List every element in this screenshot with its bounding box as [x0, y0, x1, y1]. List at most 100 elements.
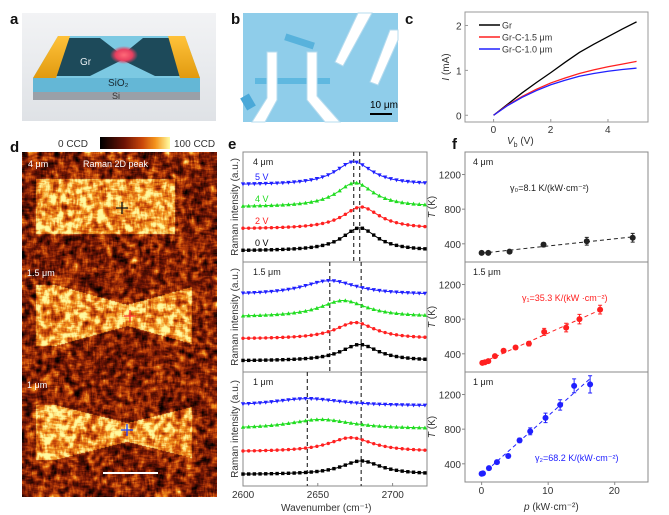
- triangle-up-marker: [303, 200, 308, 205]
- square-marker: [303, 470, 308, 475]
- square-marker: [275, 471, 279, 476]
- circle-marker: [258, 336, 262, 340]
- triangle-down-marker: [331, 399, 337, 404]
- square-marker: [423, 471, 427, 475]
- circle-marker: [349, 435, 353, 440]
- square-marker: [264, 472, 268, 476]
- triangle-up-marker: [365, 305, 371, 310]
- triangle-up-marker: [411, 201, 416, 206]
- iv-chart: Vb (V) I (mA) 0 2 4 0 1 2 Gr Gr-C-1.5 μm Gr-C-1.…: [441, 11, 649, 149]
- legend-label: Gr-C-1.0 μm: [502, 45, 552, 55]
- square-marker: [337, 237, 342, 241]
- triangle-down-marker: [274, 289, 280, 294]
- triangle-up-marker: [309, 307, 314, 312]
- triangle-up-marker: [354, 301, 359, 306]
- panel-label-d: d: [10, 139, 19, 156]
- circle-marker: [360, 205, 365, 209]
- triangle-down-marker: [297, 397, 303, 402]
- triangle-down-marker: [377, 288, 382, 293]
- circle-marker: [281, 225, 285, 230]
- triangle-down-marker: [286, 287, 291, 292]
- triangle-down-marker: [377, 402, 382, 407]
- triangle-down-marker: [246, 401, 251, 406]
- y-tick-label: 400: [444, 240, 461, 251]
- square-marker: [286, 247, 291, 251]
- triangle-up-marker: [360, 422, 365, 427]
- y-tick-label: 0: [456, 111, 462, 122]
- square-marker: [269, 248, 274, 252]
- triangle-down-marker: [314, 177, 320, 181]
- square-marker: [337, 465, 342, 469]
- triangle-down-marker: [365, 166, 371, 171]
- triangle-up-marker: [309, 417, 314, 422]
- triangle-down-marker: [422, 181, 428, 186]
- triangle-up-marker: [343, 184, 348, 189]
- triangle-up-marker: [269, 423, 274, 428]
- circle-marker: [372, 210, 376, 214]
- square-marker: [372, 233, 376, 237]
- substrate-label: Si: [112, 91, 120, 101]
- circle-marker: [315, 222, 319, 227]
- triangle-down-marker: [320, 279, 325, 284]
- triangle-up-marker: [382, 309, 388, 314]
- device-label-1um: 1 μm: [27, 380, 47, 390]
- circle-marker: [246, 449, 251, 453]
- circle-marker: [275, 225, 279, 230]
- triangle-up-marker: [280, 421, 285, 426]
- triangle-up-marker: [411, 425, 416, 430]
- temperature-ylabel: T (K): [427, 416, 438, 438]
- voltage-label: 2 V: [255, 216, 269, 226]
- spectra-subpanel-label: 1 μm: [253, 377, 273, 387]
- triangle-up-marker: [291, 201, 297, 206]
- triangle-down-marker: [343, 400, 348, 405]
- circle-marker: [343, 436, 348, 440]
- square-marker: [360, 343, 365, 347]
- triangle-up-marker: [252, 424, 257, 429]
- x-tick-label: 2600: [232, 490, 255, 501]
- triangle-down-marker: [252, 401, 257, 406]
- spectrum-line: [242, 206, 426, 229]
- circle-marker: [394, 220, 399, 225]
- triangle-down-marker: [331, 170, 337, 175]
- triangle-up-marker: [331, 192, 337, 196]
- square-marker: [337, 350, 342, 354]
- circle-marker: [332, 328, 336, 332]
- triangle-up-marker: [382, 424, 388, 429]
- x-tick-label: 4: [605, 125, 611, 136]
- triangle-down-marker: [297, 179, 303, 184]
- triangle-down-marker: [343, 281, 348, 286]
- data-point: [479, 470, 486, 477]
- circle-marker: [360, 438, 365, 442]
- square-marker: [343, 347, 348, 351]
- triangle-up-marker: [314, 198, 320, 203]
- circle-marker: [354, 436, 359, 441]
- square-marker: [326, 353, 330, 358]
- triangle-down-marker: [240, 291, 246, 296]
- triangle-up-marker: [252, 203, 257, 208]
- map-title: Raman 2D peak: [83, 159, 149, 169]
- circle-marker: [315, 332, 319, 337]
- temperature-subpanel-frame: [464, 371, 649, 483]
- triangle-up-marker: [388, 310, 393, 315]
- triangle-up-marker: [337, 188, 342, 193]
- square-marker: [394, 243, 399, 248]
- circle-marker: [383, 217, 387, 221]
- square-marker: [406, 245, 410, 250]
- raman-xlabel: Wavenumber (cm⁻¹): [281, 503, 371, 514]
- circle-marker: [411, 447, 416, 452]
- circle-marker: [366, 324, 370, 328]
- triangle-down-marker: [394, 290, 399, 295]
- circle-marker: [241, 336, 245, 340]
- triangle-up-marker: [377, 308, 382, 313]
- data-point: [478, 249, 485, 256]
- triangle-down-marker: [399, 290, 405, 295]
- triangle-down-marker: [309, 178, 314, 183]
- circle-marker: [423, 448, 427, 452]
- square-marker: [281, 471, 285, 476]
- spectra-subpanel-label: 4 μm: [253, 157, 273, 167]
- square-marker: [286, 471, 291, 475]
- square-marker: [264, 358, 268, 362]
- oxide-label: SiO₂: [108, 78, 129, 89]
- circle-marker: [246, 336, 251, 340]
- square-marker: [411, 246, 416, 250]
